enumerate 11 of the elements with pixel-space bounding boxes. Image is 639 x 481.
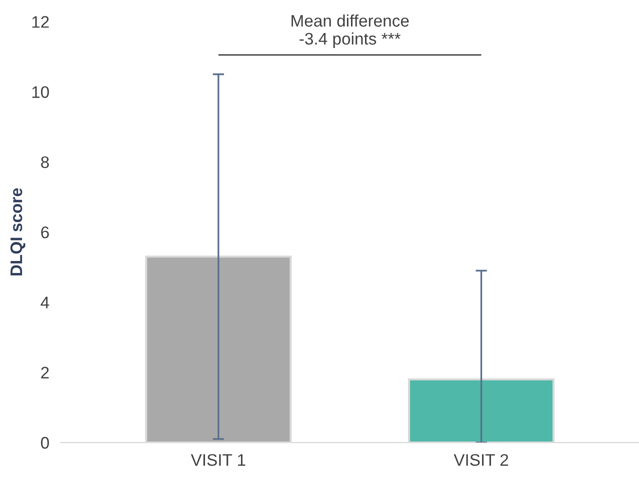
y-tick-label: 2 <box>41 366 49 378</box>
y-tick-label: 10 <box>32 86 49 98</box>
y-tick-label: 6 <box>41 226 49 238</box>
y-tick-label: 12 <box>32 16 49 28</box>
y-tick-label: 4 <box>40 296 50 308</box>
y-axis-title: DLQI score <box>10 188 26 276</box>
x-tick-label: VISIT 2 <box>454 454 508 466</box>
x-tick-label: VISIT 1 <box>190 454 246 466</box>
y-tick-label: 8 <box>41 156 49 168</box>
y-tick-label: 0 <box>40 436 49 449</box>
annotation: Mean difference -3.4 points *** <box>292 14 409 48</box>
